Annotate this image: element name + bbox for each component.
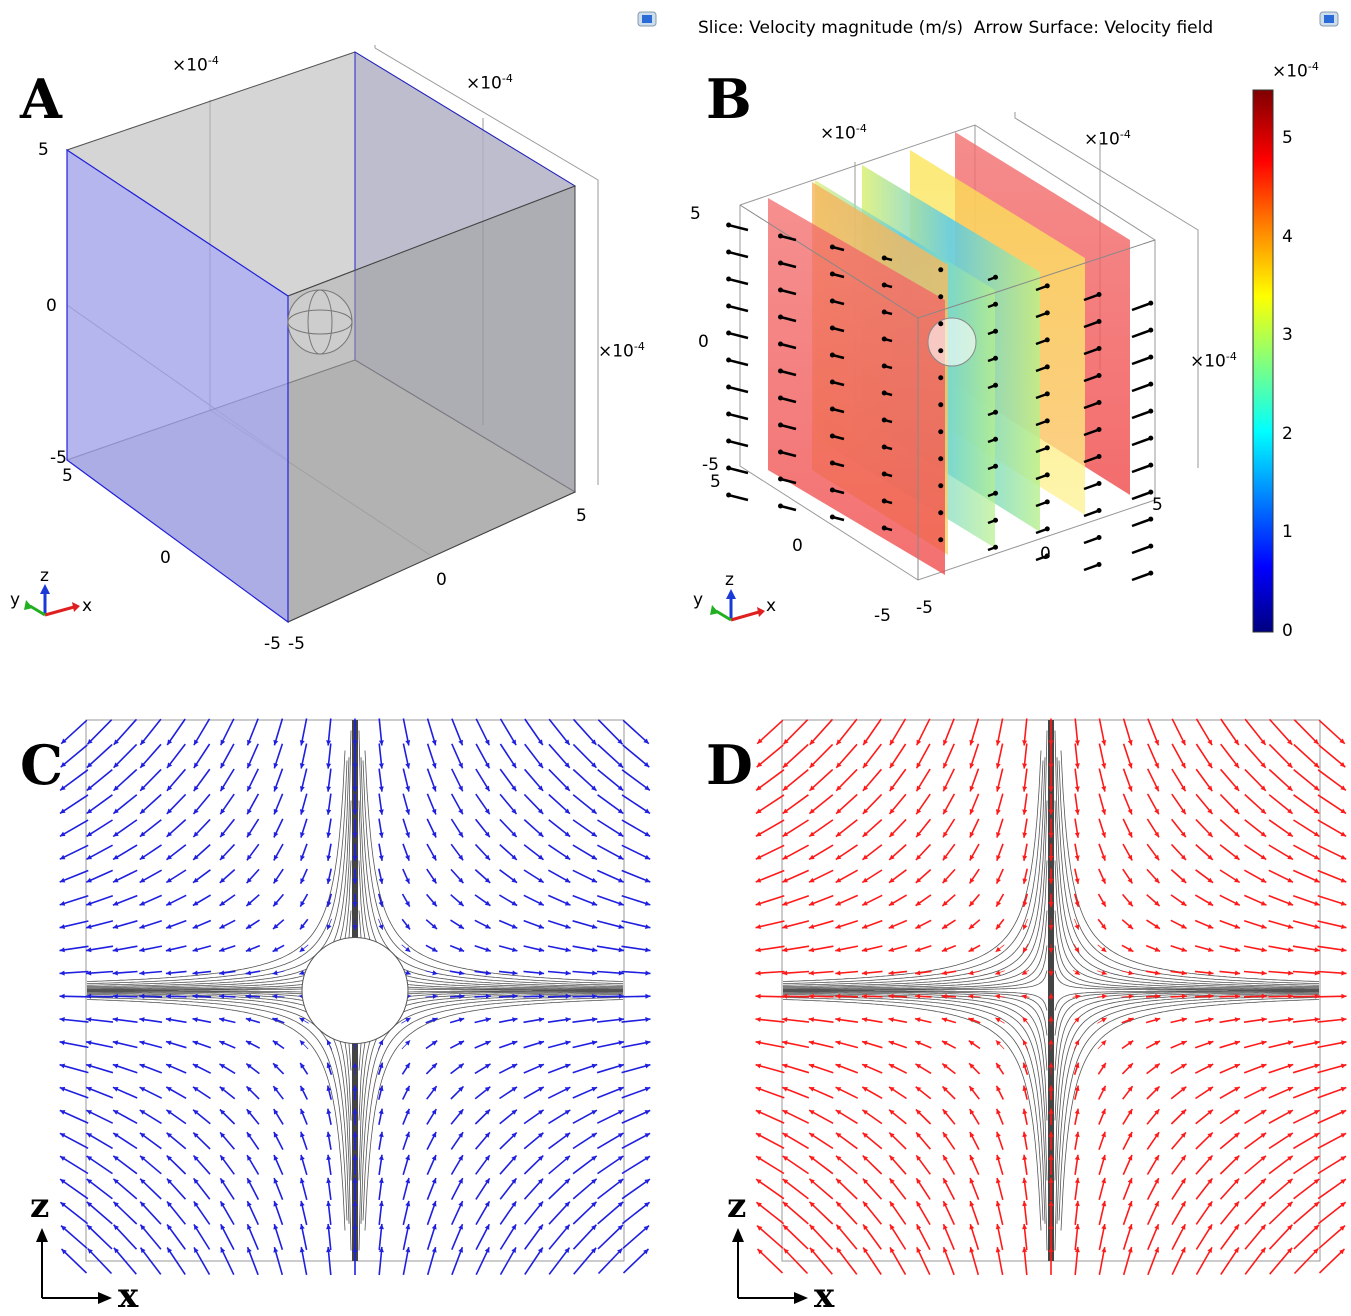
axis-label-z: z [727, 1186, 746, 1226]
axis-label-z: z [30, 1186, 49, 1226]
axis-label-x: x [118, 1276, 138, 1316]
axis-label-x: x [814, 1276, 834, 1316]
